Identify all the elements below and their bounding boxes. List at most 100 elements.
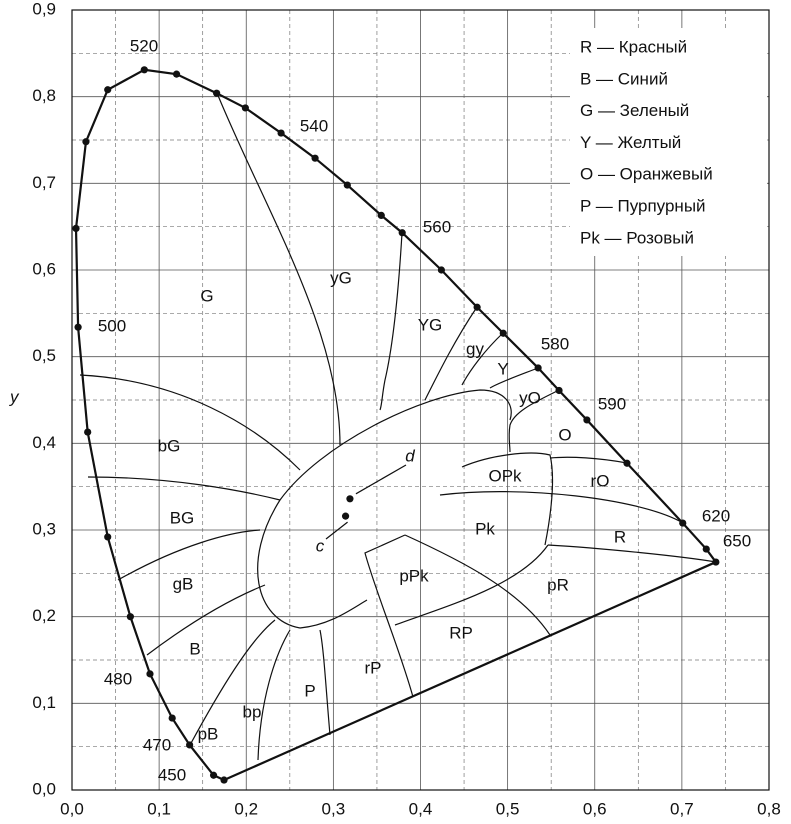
legend-entry: B — Синий: [580, 69, 668, 88]
locus-point: [311, 154, 319, 162]
locus-point: [623, 459, 631, 467]
locus-point: [104, 86, 112, 94]
legend: R — Красный B — Синий G — Зеленый Y — Желты…: [570, 28, 767, 256]
y-tick-label: 0,6: [32, 259, 56, 278]
y-tick-label: 0,7: [32, 173, 56, 192]
locus-point: [377, 211, 385, 219]
pointer-arrow: [355, 464, 407, 495]
wavelength-label: 540: [300, 116, 328, 135]
region-label: yO: [519, 388, 541, 407]
legend-box: [570, 28, 767, 256]
plot-frame: [71, 9, 770, 791]
y-tick-label: 0,9: [32, 0, 56, 18]
locus-point: [473, 303, 481, 311]
region-label: RP: [449, 623, 473, 642]
region-label: Pk: [475, 519, 495, 538]
wavelength-label: 560: [423, 217, 451, 236]
locus-point: [104, 533, 112, 541]
region-label: gy: [466, 339, 484, 358]
legend-entry: G — Зеленый: [580, 101, 689, 120]
locus-point: [555, 386, 563, 395]
locus-point: [186, 741, 194, 749]
x-tick-label: 0,0: [60, 799, 84, 818]
region-label: OPk: [488, 466, 522, 485]
region-label: rO: [591, 471, 610, 490]
y-tick-label: 0,5: [32, 346, 56, 365]
x-tick-label: 0,5: [496, 799, 520, 818]
locus-point: [168, 714, 176, 722]
y-tick-label: 0,2: [32, 606, 56, 625]
y-tick-label: 0,1: [32, 693, 56, 712]
locus-point: [140, 66, 148, 74]
x-tick-label: 0,2: [234, 799, 258, 818]
x-tick-label: 0,6: [583, 799, 607, 818]
region-label: G: [200, 286, 213, 305]
x-tick-label: 0,4: [409, 799, 433, 818]
region-label: gB: [173, 574, 194, 593]
wavelength-label: 470: [143, 735, 171, 754]
pointer-arrow: [325, 521, 348, 540]
region-label: bG: [158, 436, 181, 455]
locus-point: [277, 129, 285, 137]
region-label: pB: [198, 724, 219, 743]
locus-point: [679, 519, 687, 527]
legend-entry: P — Пурпурный: [580, 196, 706, 215]
locus-point: [534, 364, 542, 372]
locus-point: [146, 670, 154, 678]
legend-entry: Y — Желтый: [580, 133, 681, 152]
region-label: YG: [418, 315, 443, 334]
region-label: O: [558, 425, 571, 444]
x-tick-label: 0,7: [670, 799, 694, 818]
locus-point: [126, 613, 134, 621]
y-tick-label: 0,4: [32, 433, 56, 452]
wavelength-label: 590: [598, 394, 626, 413]
locus-point: [583, 416, 591, 424]
legend-entry: O — Оранжевый: [580, 165, 713, 184]
x-tick-label: 0,1: [147, 799, 171, 818]
point-label: d: [405, 446, 415, 465]
wavelength-label: 450: [158, 765, 186, 784]
wavelength-label: 480: [104, 669, 132, 688]
wavelength-label: 620: [702, 506, 730, 525]
y-tick-label: 0,3: [32, 519, 56, 538]
legend-entry: R — Красный: [580, 37, 687, 56]
region-label: B: [189, 639, 200, 658]
region-label: P: [304, 681, 315, 700]
region-label: pR: [547, 575, 569, 594]
region-label: pPk: [399, 566, 429, 585]
region-label: Y: [497, 359, 508, 378]
purple-line: [223, 561, 717, 782]
point-label: c: [316, 536, 325, 555]
white-point: [346, 495, 354, 503]
region-boundaries: [79, 92, 717, 761]
wavelength-label: 650: [723, 531, 751, 550]
wavelength-label: 520: [130, 36, 158, 55]
wavelength-label: 580: [541, 334, 569, 353]
x-tick-label: 0,3: [322, 799, 346, 818]
locus-point: [82, 138, 90, 146]
locus-point: [437, 266, 446, 274]
y-axis-label: y: [9, 387, 20, 406]
locus-point: [72, 224, 80, 232]
locus-point: [343, 181, 351, 189]
locus-point: [398, 229, 406, 237]
wavelength-label: 500: [98, 316, 126, 335]
region-label: R: [614, 527, 626, 546]
region-label: BG: [170, 508, 195, 527]
locus-point: [172, 70, 181, 78]
legend-entry: Pk — Розовый: [580, 228, 694, 247]
white-point: [341, 512, 350, 520]
locus-point: [220, 776, 228, 784]
locus-point: [712, 558, 720, 566]
locus-point: [84, 428, 92, 436]
region-label: rP: [365, 658, 382, 677]
y-tick-label: 0,0: [32, 779, 56, 798]
x-tick-label: 0,8: [757, 799, 781, 818]
y-tick-label: 0,8: [32, 86, 56, 105]
locus-point: [241, 104, 249, 112]
locus-point: [74, 323, 82, 331]
grid: [71, 9, 770, 791]
locus-point: [499, 329, 507, 337]
locus-point: [213, 89, 221, 97]
